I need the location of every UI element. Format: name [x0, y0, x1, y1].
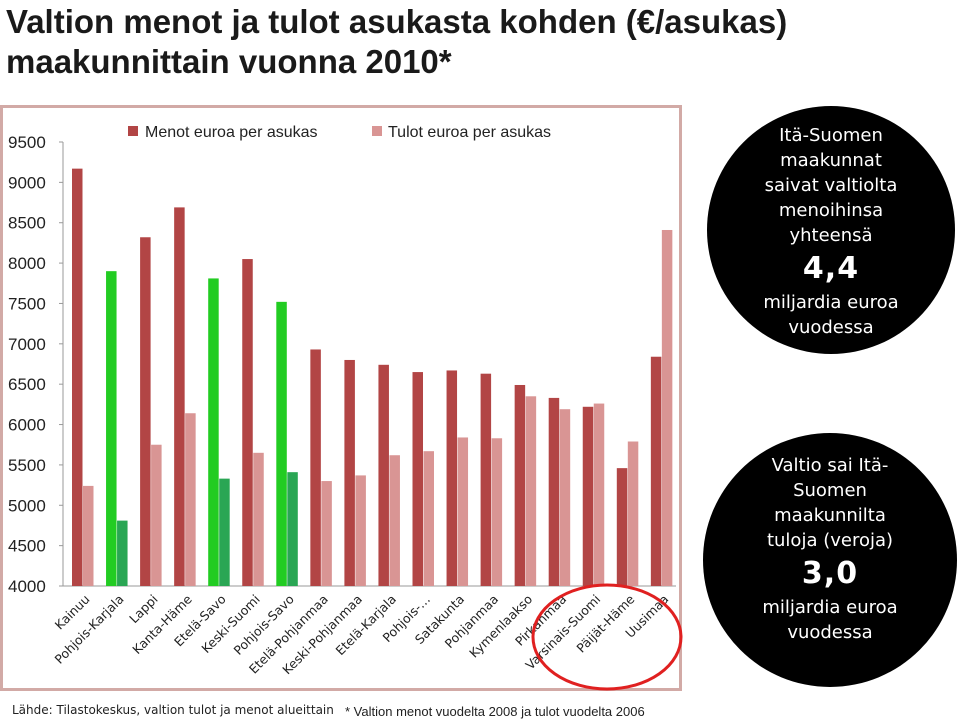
- bar-tulot: [219, 478, 230, 586]
- title-line-2: maakunnittain vuonna 2010*: [6, 43, 452, 80]
- bar-menot: [344, 359, 355, 586]
- bar-tulot: [355, 475, 366, 586]
- y-tick-label: 5500: [8, 456, 46, 475]
- bar-tulot: [185, 413, 196, 586]
- callout2-value: 3,0: [801, 556, 859, 591]
- bar-tulot: [593, 403, 605, 586]
- callout1-line: yhteensä: [789, 225, 873, 246]
- bar-tulot: [661, 229, 673, 586]
- bar-menot: [72, 168, 83, 586]
- highlight-circle: [531, 583, 683, 691]
- y-tick-label: 4500: [8, 537, 46, 556]
- footnote-text: * Valtion menot vuodelta 2008 ja tulot v…: [345, 704, 645, 719]
- bar-menot: [310, 349, 321, 586]
- callout-circle-revenues: Valtio sai Itä- Suomen maakunnilta tuloj…: [703, 433, 957, 687]
- callout2-line: Suomen: [793, 480, 867, 501]
- y-tick-label: 9500: [8, 133, 46, 152]
- bar-menot: [548, 397, 560, 586]
- bar-tulot: [83, 485, 94, 586]
- bar-tulot: [525, 396, 537, 586]
- callout2-unit: miljardia euroa: [762, 597, 898, 618]
- bar-tulot: [287, 472, 298, 586]
- bar-tulot: [117, 520, 128, 586]
- callout1-line: Itä-Suomen: [779, 125, 883, 146]
- bar-tulot: [627, 441, 639, 586]
- y-tick-label: 8000: [8, 254, 46, 273]
- bar-tulot: [151, 444, 162, 586]
- bar-menot: [480, 373, 492, 586]
- bar-tulot: [457, 437, 469, 586]
- page-title: Valtion menot ja tulot asukasta kohden (…: [6, 2, 946, 82]
- source-text: Lähde: Tilastokeskus, valtion tulot ja m…: [12, 703, 334, 717]
- y-tick-label: 6500: [8, 375, 46, 394]
- callout1-value: 4,4: [802, 251, 860, 286]
- y-tick-label: 7000: [8, 335, 46, 354]
- bar-menot: [650, 356, 662, 586]
- bar-menot: [446, 370, 458, 586]
- callout2-line: maakunnilta: [774, 505, 886, 526]
- bar-menot: [208, 278, 219, 586]
- legend-label-menot: Menot euroa per asukas: [145, 124, 318, 141]
- callout2-line: tuloja (veroja): [766, 530, 894, 551]
- chart-frame: [0, 105, 682, 691]
- bar-menot: [106, 271, 117, 586]
- y-tick-label: 6000: [8, 416, 46, 435]
- bar-tulot: [389, 455, 400, 586]
- callout-circle-expenses: Itä-Suomen maakunnat saivat valtiolta me…: [707, 106, 955, 354]
- callout1-unit: vuodessa: [788, 317, 874, 338]
- bar-menot: [412, 372, 423, 586]
- bar-menot: [616, 468, 628, 586]
- bar-tulot: [559, 409, 571, 586]
- bar-tulot: [253, 452, 264, 586]
- bar-tulot: [321, 481, 332, 586]
- bar-tulot: [491, 438, 503, 586]
- bar-chart: 4000 4500 5000 5500 6000 6500 7000 7500 8000 8500…: [8, 124, 683, 691]
- callout2-line: Valtio sai Itä-: [771, 455, 889, 476]
- bar-menot: [514, 384, 526, 586]
- y-tick-label: 5000: [8, 496, 46, 515]
- bar-tulot: [423, 451, 434, 586]
- y-tick-label: 9000: [8, 173, 46, 192]
- bar-menot: [174, 207, 185, 586]
- title-line-1: Valtion menot ja tulot asukasta kohden (…: [6, 3, 788, 40]
- y-tick-label: 7500: [8, 294, 46, 313]
- y-tick-label: 8500: [8, 214, 46, 233]
- bar-menot: [242, 259, 253, 586]
- legend-swatch-tulot: [372, 126, 382, 136]
- callout1-line: maakunnat: [780, 150, 882, 171]
- legend-label-tulot: Tulot euroa per asukas: [388, 124, 551, 141]
- bar-menot: [582, 406, 594, 586]
- legend-swatch-menot: [128, 126, 138, 136]
- callout1-line: saivat valtiolta: [764, 175, 898, 196]
- bar-menot: [276, 301, 287, 586]
- callout1-unit: miljardia euroa: [763, 292, 899, 313]
- callout1-line: menoihinsa: [778, 200, 884, 221]
- y-tick-label: 4000: [8, 577, 46, 596]
- bar-menot: [378, 364, 389, 586]
- bar-menot: [140, 237, 151, 586]
- callout2-unit: vuodessa: [787, 622, 873, 643]
